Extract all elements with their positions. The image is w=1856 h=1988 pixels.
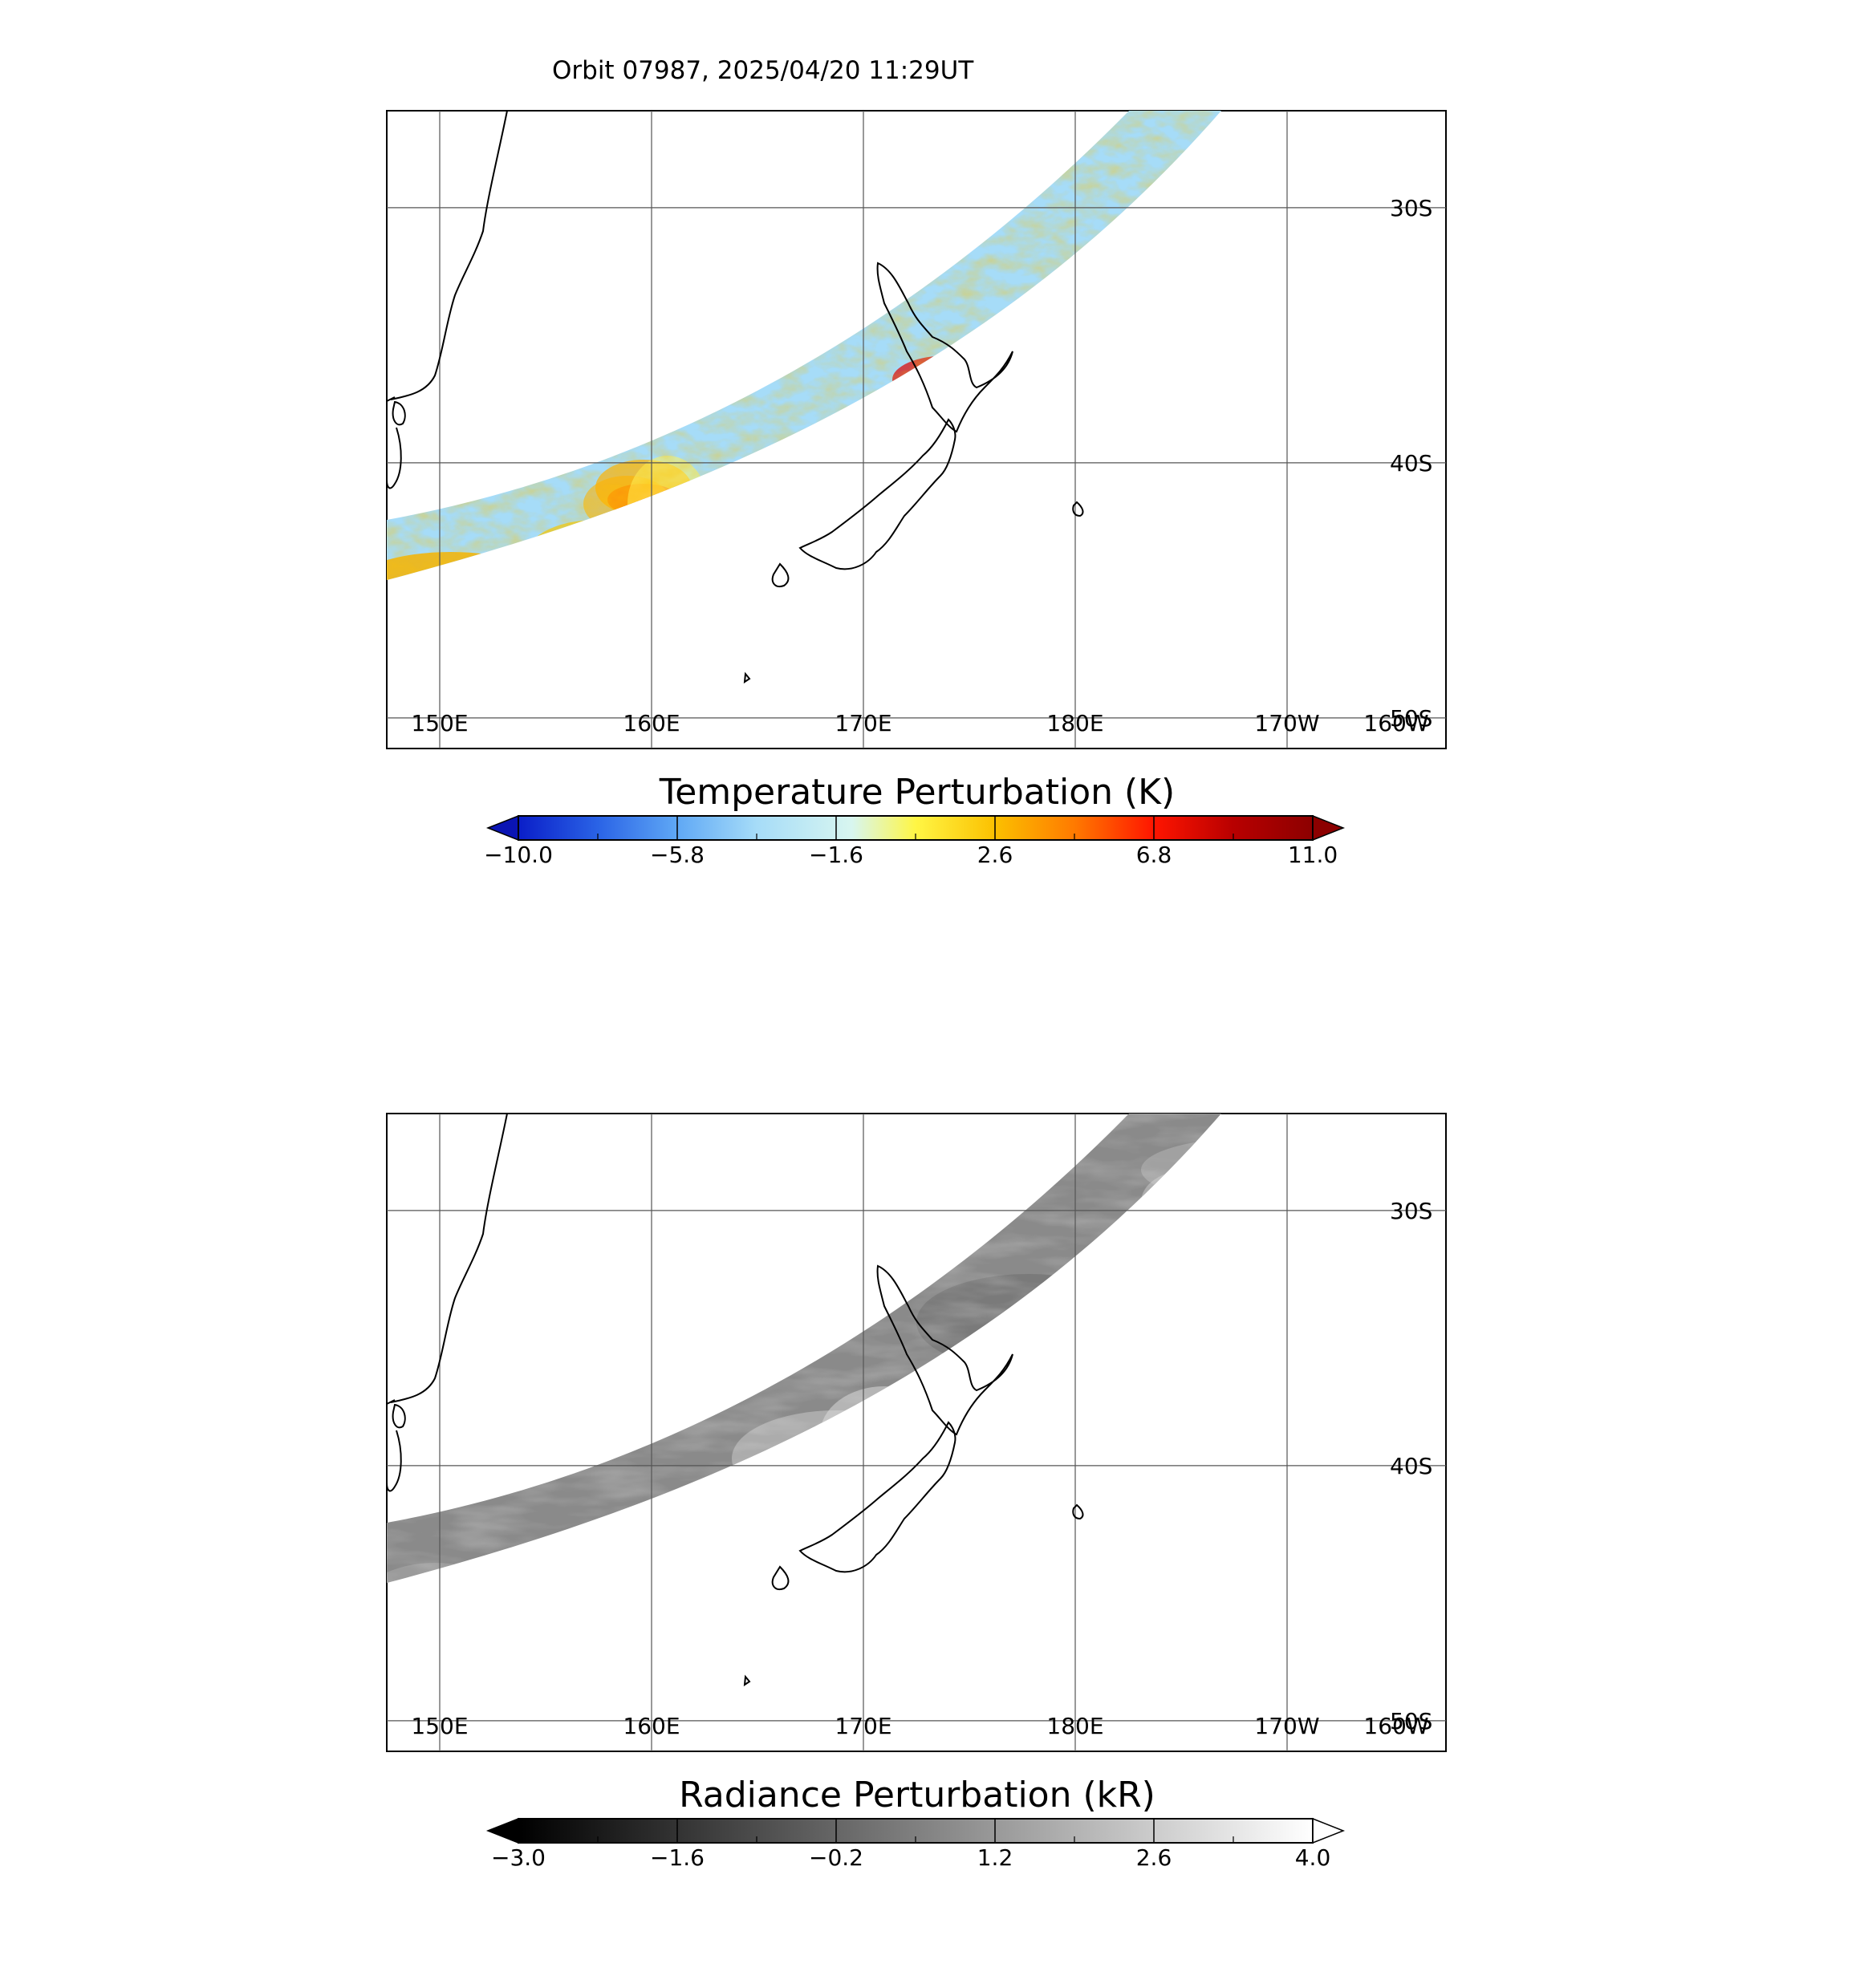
map-frame xyxy=(386,110,1447,749)
colorbar-high-extension xyxy=(1312,814,1346,842)
latitude-tick-label: 50S xyxy=(1390,1708,1432,1734)
latitude-tick-label: 40S xyxy=(1390,450,1432,477)
latitude-tick-label: 50S xyxy=(1390,705,1432,732)
latitude-labels: 30S 40S 50S xyxy=(1390,1198,1432,1734)
longitude-tick-label: 180E xyxy=(1046,710,1103,736)
colorbar-tick-label: −3.0 xyxy=(491,1844,546,1871)
latitude-labels: 30S 40S 50S xyxy=(1390,195,1432,732)
colorbar-high-extension xyxy=(1312,1817,1346,1844)
longitude-tick-label: 150E xyxy=(411,1713,468,1739)
longitude-tick-label: 150E xyxy=(411,710,468,736)
colorbar-tick-label: 2.6 xyxy=(977,842,1013,868)
longitude-labels: 150E 160E 170E 180E 170W 160W xyxy=(411,1713,1428,1739)
longitude-gridlines xyxy=(439,1114,1288,1751)
colorbar-tick-label: −1.6 xyxy=(809,842,863,868)
longitude-tick-label: 170W xyxy=(1254,710,1319,736)
colorbar-tick-label: 1.2 xyxy=(977,1844,1013,1871)
temperature-map-panel: 150E 160E 170E 180E 170W 160W 30S 40S 50S xyxy=(386,110,1447,749)
longitude-tick-label: 180E xyxy=(1046,1713,1103,1739)
radiance-colorbar: Radiance Perturbation (kR) −3.0 −1.6 −0.2 1… xyxy=(485,1775,1346,1871)
colorbar-tick-label: 11.0 xyxy=(1288,842,1338,868)
longitude-tick-label: 160W xyxy=(1363,710,1428,736)
coastline xyxy=(386,1113,1084,1687)
longitude-tick-label: 170W xyxy=(1254,1713,1319,1739)
radiance-colorbar-ticks: −3.0 −1.6 −0.2 1.2 2.6 4.0 xyxy=(491,1819,1330,1871)
colorbar-tick-label: −0.2 xyxy=(809,1844,863,1871)
colorbar-tick-label: −1.6 xyxy=(650,1844,705,1871)
temperature-colorbar: Temperature Perturbation (K) −10.0 −5.8 −1… xyxy=(484,772,1346,868)
longitude-labels: 150E 160E 170E 180E 170W 160W xyxy=(411,710,1428,736)
longitude-tick-label: 170E xyxy=(835,1713,891,1739)
longitude-tick-label: 160W xyxy=(1363,1713,1428,1739)
coastline xyxy=(386,110,1084,684)
latitude-tick-label: 30S xyxy=(1390,195,1432,221)
longitude-tick-label: 160E xyxy=(623,710,680,736)
latitude-tick-label: 30S xyxy=(1390,1198,1432,1224)
latitude-tick-label: 40S xyxy=(1390,1453,1432,1479)
colorbar-tick-label: −10.0 xyxy=(484,842,553,868)
temperature-colorbar-title: Temperature Perturbation (K) xyxy=(659,772,1175,813)
radiance-map-panel: 150E 160E 170E 180E 170W 160W 30S 40S 50S xyxy=(386,1113,1447,1752)
radiance-colorbar-title: Radiance Perturbation (kR) xyxy=(679,1775,1155,1816)
colorbar-low-extension xyxy=(485,1817,519,1844)
colorbar-low-extension xyxy=(485,814,519,842)
map-frame xyxy=(386,1113,1447,1752)
longitude-tick-label: 160E xyxy=(623,1713,680,1739)
temperature-colorbar-ticks: −10.0 −5.8 −1.6 2.6 6.8 11.0 xyxy=(484,816,1338,868)
colorbar-tick-label: 6.8 xyxy=(1136,842,1172,868)
orbit-title: Orbit 07987, 2025/04/20 11:29UT xyxy=(552,56,974,85)
colorbar-tick-label: −5.8 xyxy=(650,842,705,868)
longitude-tick-label: 170E xyxy=(835,710,891,736)
colorbar-tick-label: 2.6 xyxy=(1136,1844,1172,1871)
longitude-gridlines xyxy=(439,111,1288,749)
colorbar-tick-label: 4.0 xyxy=(1295,1844,1331,1871)
